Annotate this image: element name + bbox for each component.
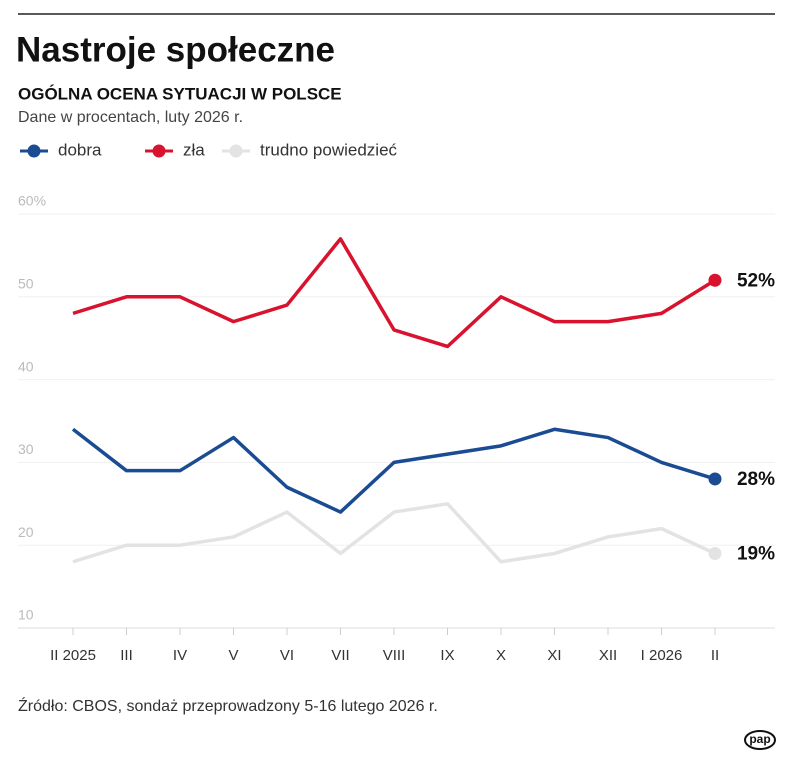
legend-label: zła <box>183 140 205 159</box>
x-tick-label: VII <box>331 647 349 664</box>
x-tick-label: II 2025 <box>50 647 96 664</box>
value-label: 19% <box>737 543 775 564</box>
chart-title: Nastroje społeczne <box>16 30 335 69</box>
legend-label: dobra <box>58 140 102 159</box>
x-tick-label: III <box>120 647 133 664</box>
end-marker <box>708 546 722 560</box>
legend-marker <box>229 144 243 158</box>
logo-frame <box>744 730 776 750</box>
legend-label: trudno powiedzieć <box>260 140 398 159</box>
x-tick-label: IX <box>440 647 454 664</box>
x-tick-label: IV <box>173 647 187 664</box>
y-tick-label: 50 <box>18 276 34 292</box>
x-tick-label: VIII <box>383 647 406 664</box>
x-tick-label: XII <box>599 647 617 664</box>
y-tick-label: 10 <box>18 607 34 623</box>
series-line <box>72 502 716 564</box>
x-tick-label: XI <box>547 647 561 664</box>
source: Źródło: CBOS, sondaż przeprowadzony 5-16… <box>18 696 438 715</box>
end-marker <box>708 273 722 287</box>
x-tick-label: I 2026 <box>641 647 683 664</box>
legend-marker <box>27 144 41 158</box>
end-marker <box>708 472 722 486</box>
x-tick-label: II <box>711 647 719 664</box>
series-line <box>72 237 716 349</box>
x-tick-label: X <box>496 647 506 664</box>
legend-marker <box>152 144 166 158</box>
chart-subtitle: OGÓLNA OCENA SYTUACJI W POLSCE <box>18 84 342 103</box>
chart-note: Dane w procentach, luty 2026 r. <box>18 109 243 126</box>
value-label: 28% <box>737 469 775 490</box>
value-label: 52% <box>737 270 775 291</box>
logo: pap <box>749 732 770 746</box>
y-tick-label: 30 <box>18 441 34 457</box>
x-tick-label: V <box>228 647 238 664</box>
x-tick-label: VI <box>280 647 294 664</box>
y-tick-label: 60% <box>18 193 46 209</box>
series-line <box>71 427 716 514</box>
y-tick-label: 20 <box>18 524 34 540</box>
y-tick-label: 40 <box>18 358 34 374</box>
